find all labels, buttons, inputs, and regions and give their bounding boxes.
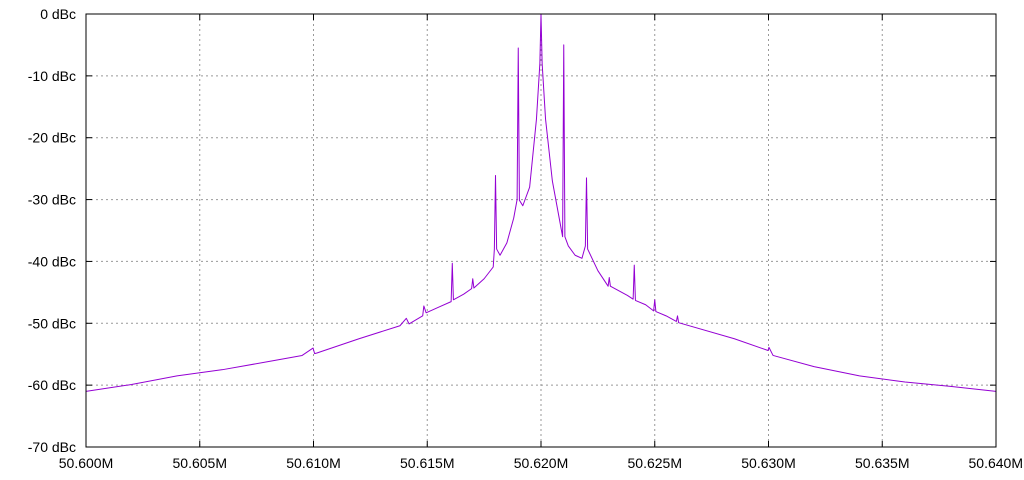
x-tick-label: 50.615M <box>400 455 454 471</box>
x-tick-label: 50.600M <box>59 455 113 471</box>
y-tick-label: -30 dBc <box>28 192 76 208</box>
x-tick-label: 50.625M <box>628 455 682 471</box>
x-tick-label: 50.610M <box>286 455 340 471</box>
y-tick-label: 0 dBc <box>40 6 76 22</box>
grid <box>85 13 997 448</box>
x-tick-label: 50.605M <box>173 455 227 471</box>
x-tick-label: 50.630M <box>741 455 795 471</box>
x-tick-label: 50.620M <box>514 455 568 471</box>
x-tick-label: 50.635M <box>855 455 909 471</box>
x-tick-label: 50.640M <box>969 455 1023 471</box>
y-tick-label: -50 dBc <box>28 315 76 331</box>
y-tick-label: -10 dBc <box>28 68 76 84</box>
plot-frame <box>85 13 997 448</box>
series-layer <box>85 13 997 392</box>
y-tick-label: -70 dBc <box>28 439 76 455</box>
spectrum-trace <box>85 13 997 392</box>
y-tick-label: -20 dBc <box>28 130 76 146</box>
axis-labels: 0 dBc -10 dBc -20 dBc -30 dBc -40 dBc -50 dBc… <box>28 6 1023 471</box>
y-tick-label: -40 dBc <box>28 253 76 269</box>
y-tick-label: -60 dBc <box>28 377 76 393</box>
